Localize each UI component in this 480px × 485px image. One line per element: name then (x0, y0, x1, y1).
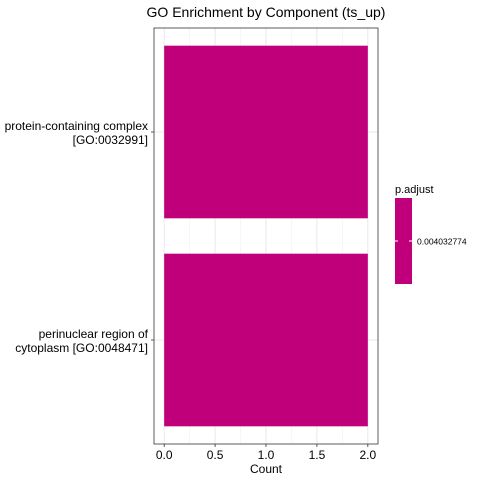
y-tick-label-line2: cytoplasm [GO:0048471] (15, 341, 148, 355)
legend: p.adjust 0.004032774 (395, 184, 467, 284)
bar (164, 253, 368, 427)
y-axis: protein-containing complex[GO:0032991] pe… (5, 119, 154, 355)
bar (164, 45, 368, 219)
legend-title: p.adjust (395, 184, 434, 196)
x-tick-label: 1.0 (258, 448, 275, 462)
x-tick-label: 2.0 (359, 448, 376, 462)
y-tick-label-line2: [GO:0032991] (73, 133, 148, 147)
x-axis-label: Count (250, 462, 283, 476)
bars (164, 45, 368, 427)
x-tick-label: 0.0 (156, 448, 173, 462)
y-tick-label-line1: protein-containing complex (5, 119, 148, 133)
x-axis: 0.0 0.5 1.0 1.5 2.0 (156, 444, 376, 462)
legend-color-swatch (395, 198, 412, 284)
x-tick-label: 1.5 (309, 448, 326, 462)
y-tick-label-line1: perinuclear region of (39, 327, 149, 341)
legend-value-label: 0.004032774 (417, 237, 467, 247)
chart-title: GO Enrichment by Component (ts_up) (147, 4, 386, 20)
x-tick-label: 0.5 (207, 448, 224, 462)
